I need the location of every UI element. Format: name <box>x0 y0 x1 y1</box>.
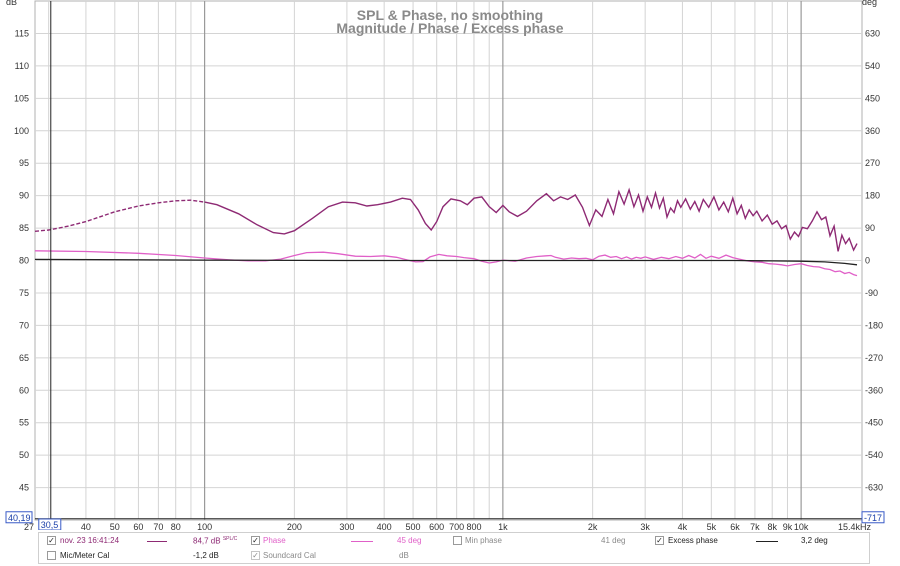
series-line-phase <box>34 250 858 277</box>
right-tick-label: -450 <box>865 418 883 428</box>
soundcard-cal-label: Soundcard Cal <box>263 551 316 560</box>
left-tick-label: 80 <box>19 256 29 266</box>
x-tick-label: 800 <box>466 522 481 530</box>
excess-phase-swatch <box>756 541 778 542</box>
x-tick-label: 700 <box>449 522 464 530</box>
left-tick-label: 85 <box>19 223 29 233</box>
x-tick-label: 600 <box>429 522 444 530</box>
min-phase-checkbox[interactable] <box>453 536 462 545</box>
right-tick-label: -180 <box>865 320 883 330</box>
x-tick-label: 50 <box>110 522 120 530</box>
right-tick-label: 90 <box>865 223 875 233</box>
legend-row-measurement: ✓ nov. 23 16:41:24 84,7 dB SPL/C ✓ Phase… <box>39 534 869 549</box>
x-tick-label: 10k <box>794 522 809 530</box>
magnitude-value: 84,7 dB <box>193 536 221 546</box>
cursor[interactable]: 40,19 -717 30,5 <box>5 1 885 530</box>
phase-label: Phase <box>263 536 286 545</box>
series-line-magnitude-dashed <box>34 199 205 232</box>
mic-cal-label: Mic/Meter Cal <box>60 551 110 560</box>
x-tick-label: 9k <box>783 522 793 530</box>
phase-swatch <box>351 541 373 542</box>
cursor-y-left-readout-box <box>5 511 33 524</box>
left-tick-label: 45 <box>19 483 29 493</box>
series-line-excess-phase <box>34 258 858 266</box>
left-tick-label: 70 <box>19 320 29 330</box>
cursor-y-right-readout: -717 <box>864 513 882 523</box>
x-tick-label: 500 <box>406 522 421 530</box>
x-tick-label: 400 <box>377 522 392 530</box>
x-tick-label: 6k <box>730 522 740 530</box>
series-line-magnitude <box>204 187 858 252</box>
right-tick-label: 630 <box>865 28 880 38</box>
magnitude-unit: SPL/C <box>222 536 238 542</box>
left-tick-label: 95 <box>19 158 29 168</box>
left-tick-label: 65 <box>19 353 29 363</box>
magnitude-swatch <box>147 541 167 542</box>
left-axis-unit: dB <box>6 0 17 7</box>
chart-subtitle: Magnitude / Phase / Excess phase <box>336 20 563 36</box>
x-tick-label: 3k <box>640 522 650 530</box>
min-phase-value: 41 deg <box>601 536 626 545</box>
x-tick-label: 5k <box>707 522 717 530</box>
excess-phase-value: 3,2 deg <box>801 536 828 545</box>
cursor-x-readout-box <box>38 518 62 530</box>
min-phase-label: Min phase <box>465 536 502 545</box>
right-tick-label: -270 <box>865 353 883 363</box>
legend-panel: ✓ nov. 23 16:41:24 84,7 dB SPL/C ✓ Phase… <box>38 532 870 564</box>
excess-phase-label: Excess phase <box>668 536 718 545</box>
right-tick-label: 0 <box>865 256 870 266</box>
cursor-y-right-readout-box <box>861 511 885 524</box>
right-tick-label: -540 <box>865 450 883 460</box>
chart: 115 110 105 100 95 90 85 80 75 70 65 60 55 50 45 630 540… <box>5 0 885 530</box>
left-tick-label: 50 <box>19 450 29 460</box>
left-tick-label: 110 <box>15 61 29 71</box>
x-tick-label: 40 <box>81 522 91 530</box>
x-tick-label: 8k <box>767 522 777 530</box>
x-tick-label: 300 <box>339 522 354 530</box>
soundcard-cal-checkbox[interactable]: ✓ <box>251 551 260 560</box>
legend-row-calibration: Mic/Meter Cal -1,2 dB ✓ Soundcard Cal dB <box>39 549 869 564</box>
x-tick-label: 1k <box>498 522 508 530</box>
left-tick-label: 75 <box>19 288 29 298</box>
right-tick-label: 270 <box>865 158 880 168</box>
x-tick-label: 60 <box>133 522 143 530</box>
right-tick-label: 180 <box>865 191 880 201</box>
right-tick-label: -630 <box>865 483 883 493</box>
left-tick-label: 60 <box>19 385 29 395</box>
left-tick-label: 105 <box>14 93 29 103</box>
excess-phase-checkbox[interactable]: ✓ <box>655 536 664 545</box>
x-start-label: 27 <box>24 522 34 530</box>
right-tick-label: 360 <box>865 126 880 136</box>
mic-cal-checkbox[interactable] <box>47 551 56 560</box>
right-tick-label: 540 <box>865 61 880 71</box>
phase-checkbox[interactable]: ✓ <box>251 536 260 545</box>
x-tick-label: 2k <box>588 522 598 530</box>
left-tick-label: 90 <box>19 191 29 201</box>
left-tick-label: 100 <box>14 126 29 136</box>
right-tick-label: 450 <box>865 93 880 103</box>
x-end-label: 15,4kHz <box>838 522 872 530</box>
x-tick-label: 200 <box>287 522 302 530</box>
x-tick-label: 4k <box>678 522 688 530</box>
left-tick-label: 115 <box>15 28 29 38</box>
x-tick-label: 80 <box>171 522 181 530</box>
soundcard-cal-unit: dB <box>399 551 409 560</box>
cursor-x-readout: 30,5 <box>41 520 59 530</box>
x-tick-label: 100 <box>197 522 212 530</box>
phase-value: 45 deg <box>397 536 422 545</box>
measurement-checkbox[interactable]: ✓ <box>47 536 56 545</box>
left-tick-label: 55 <box>19 418 29 428</box>
x-tick-label: 70 <box>153 522 163 530</box>
tick-labels: 115 110 105 100 95 90 85 80 75 70 65 60 55 50 45 630 540… <box>14 28 883 530</box>
chart-title: SPL & Phase, no smoothing <box>357 7 543 23</box>
right-tick-label: -90 <box>865 288 878 298</box>
x-tick-label: 7k <box>750 522 760 530</box>
right-tick-label: -360 <box>865 385 883 395</box>
measurement-name[interactable]: nov. 23 16:41:24 <box>60 536 120 545</box>
series-lines <box>34 187 858 277</box>
mic-cal-value: -1,2 dB <box>193 551 219 560</box>
cursor-y-left-readout: 40,19 <box>8 513 31 523</box>
right-axis-unit: deg <box>862 0 877 7</box>
